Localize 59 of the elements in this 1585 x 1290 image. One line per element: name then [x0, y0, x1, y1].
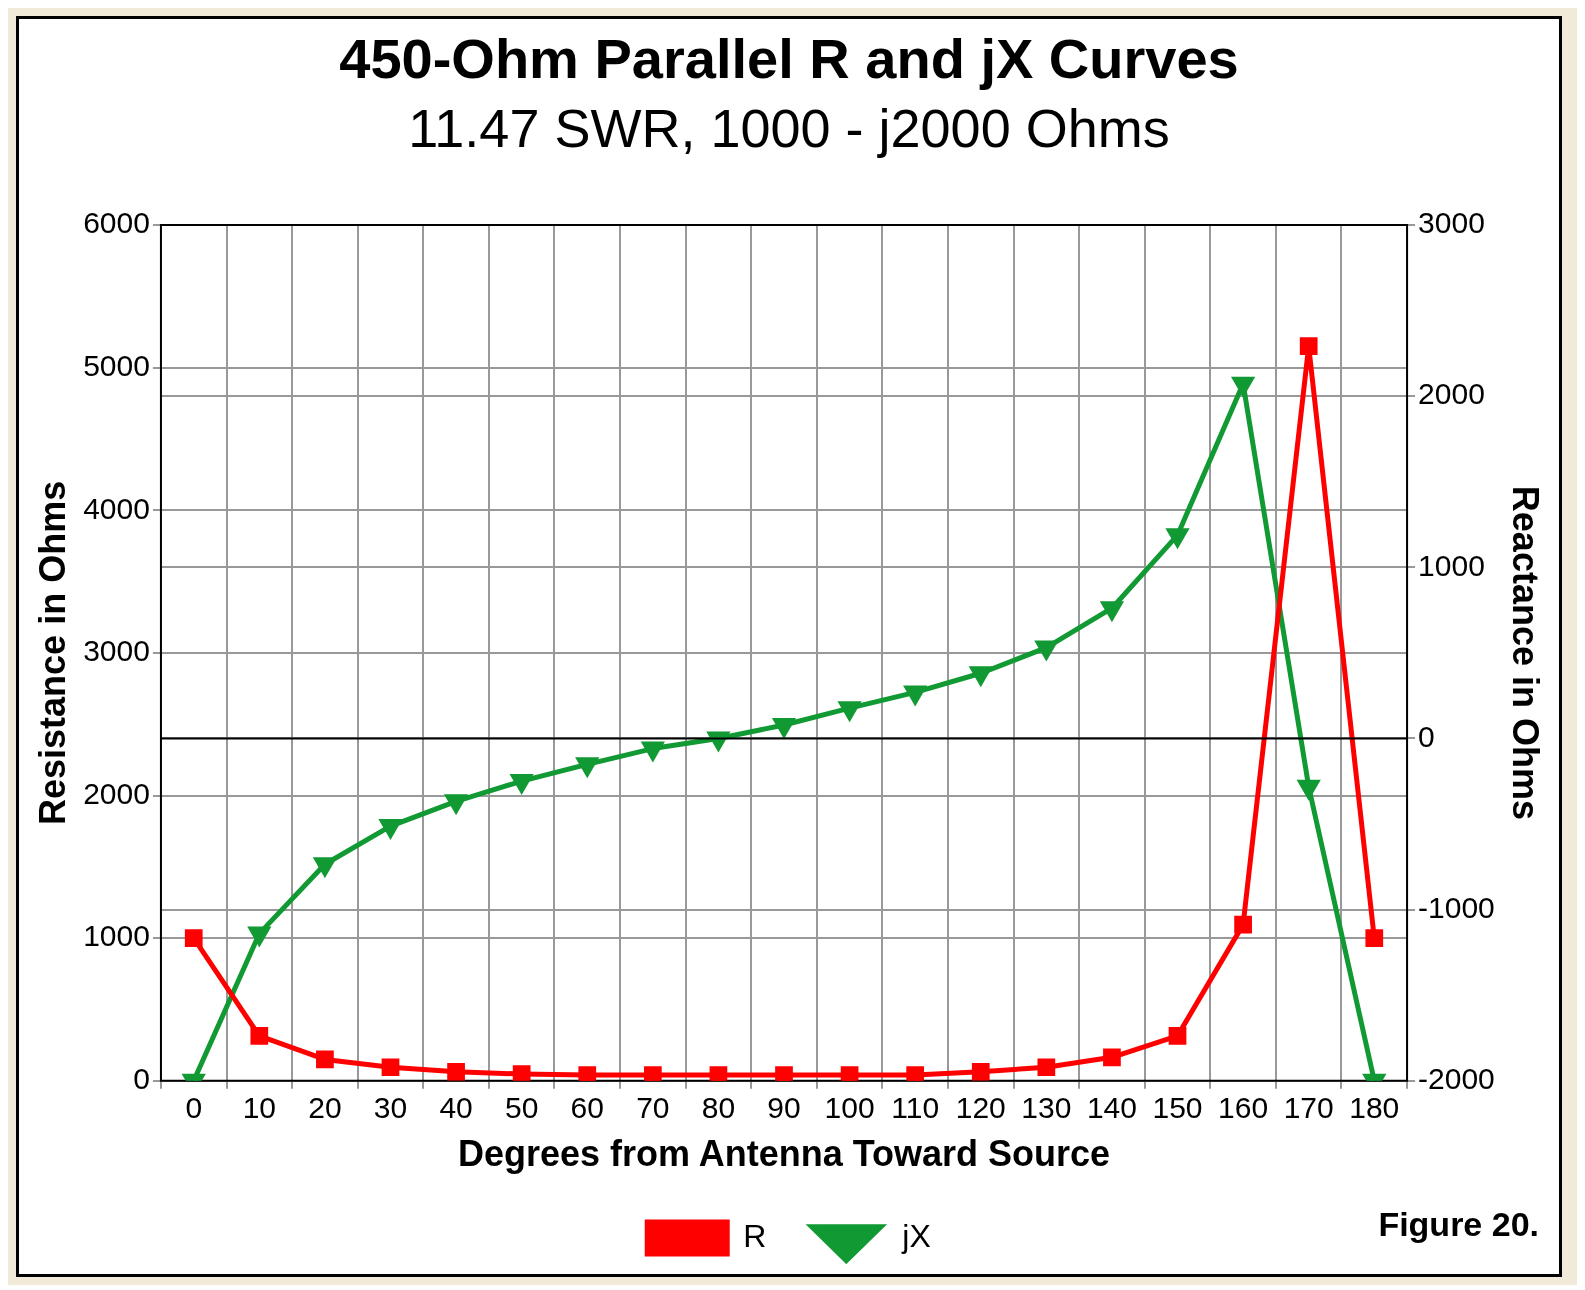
x-tick-label: 120	[955, 1091, 1006, 1125]
point	[381, 1058, 400, 1077]
y2-tick-label: 0	[1418, 719, 1435, 753]
x-axis-title: Degrees from Antenna Toward Source	[457, 1133, 1111, 1175]
x-tick-label: 140	[1086, 1091, 1137, 1125]
y2-tick-label: -1000	[1418, 890, 1495, 924]
point	[1365, 929, 1384, 948]
y-tick-label: 2000	[83, 776, 150, 810]
point	[316, 1050, 334, 1069]
legend-label: jX	[901, 1217, 931, 1254]
y2-axis-title: Reactance in Ohms	[1505, 485, 1547, 820]
x-tick-label: 30	[373, 1091, 408, 1125]
chart-subtitle: 11.47 SWR, 1000 - j2000 Ohms	[408, 98, 1170, 159]
x-tick-label: 160	[1218, 1091, 1269, 1125]
point	[775, 1066, 793, 1081]
x-tick-label: 60	[570, 1091, 604, 1125]
y-tick-label: 3000	[83, 634, 150, 668]
y2-tick-label: 1000	[1418, 548, 1485, 582]
x-tick-label: 130	[1021, 1091, 1072, 1125]
y2-tick-label: 3000	[1418, 206, 1485, 240]
x-tick-label: 170	[1283, 1091, 1334, 1125]
x-tick-label: 70	[636, 1091, 670, 1125]
x-tick-label: 10	[242, 1091, 276, 1125]
point	[1037, 1058, 1056, 1077]
point	[578, 1066, 597, 1081]
y-tick-label: 5000	[83, 348, 150, 382]
y-tick-label: 1000	[83, 919, 150, 953]
x-tick-label: 20	[308, 1091, 342, 1125]
x-tick-label: 150	[1152, 1091, 1203, 1125]
point	[840, 1066, 859, 1081]
x-tick-label: 50	[504, 1091, 539, 1125]
x-tick-label: 90	[767, 1091, 801, 1125]
y-tick-label: 6000	[83, 206, 150, 240]
point	[1103, 1048, 1121, 1067]
x-tick-label: 110	[891, 1091, 940, 1125]
y-axis-title: Resistance in Ohms	[31, 480, 73, 825]
y2-tick-label: 2000	[1418, 377, 1485, 411]
point	[906, 1066, 925, 1081]
point	[1299, 337, 1318, 356]
x-tick-label: 40	[439, 1091, 473, 1125]
x-tick-label: 100	[824, 1091, 875, 1125]
caption: Figure 20.	[1378, 1205, 1539, 1244]
point	[184, 929, 203, 948]
point	[1234, 915, 1252, 934]
point	[1168, 1027, 1187, 1045]
y2-tick-label: -2000	[1418, 1062, 1495, 1096]
chart-title: 450-Ohm Parallel R and jX Curves	[339, 27, 1239, 91]
x-tick-label: 0	[185, 1091, 203, 1125]
y-tick-label: 4000	[83, 491, 150, 525]
x-tick-label: 180	[1349, 1091, 1400, 1125]
legend-label: R	[743, 1217, 767, 1254]
point	[250, 1027, 269, 1045]
point	[971, 1062, 990, 1081]
point	[643, 1066, 662, 1081]
x-tick-label: 80	[701, 1091, 736, 1125]
y-tick-label: 0	[133, 1062, 150, 1096]
point	[447, 1062, 465, 1081]
point	[512, 1065, 531, 1081]
point	[709, 1066, 728, 1081]
